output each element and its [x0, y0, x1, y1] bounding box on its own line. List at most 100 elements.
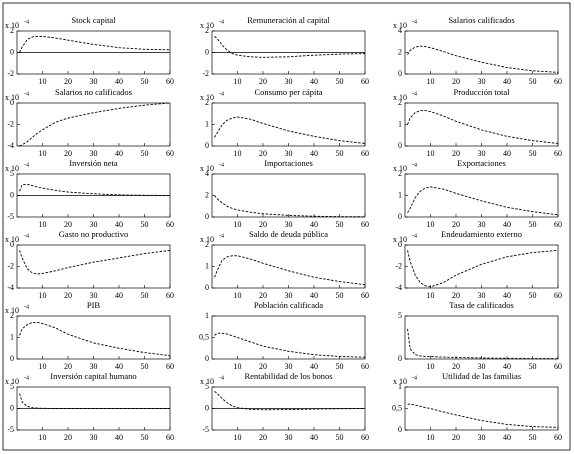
scale-label: x 10	[200, 93, 214, 102]
x-tick-label: 10	[427, 291, 435, 300]
x-tick-label: 60	[554, 433, 562, 442]
panel-title: Saldo de deuda pública	[249, 229, 328, 239]
x-tick-label: 10	[39, 291, 47, 300]
response-line	[19, 183, 171, 196]
y-tick-label: 5	[10, 169, 14, 178]
x-tick-label: 50	[141, 149, 149, 158]
y-tick-label: 0	[398, 354, 402, 363]
x-tick-label: 60	[166, 149, 174, 158]
x-tick-label: 40	[115, 77, 123, 86]
y-tick-label: 0	[10, 98, 14, 107]
x-tick-label: 20	[452, 77, 460, 86]
scale-exponent: -4	[24, 304, 29, 310]
y-tick-label: 1	[205, 119, 209, 128]
y-tick-label: 0	[398, 425, 402, 434]
y-tick-label: 1	[205, 261, 209, 270]
panel-title: Rentabilidad de los bonos	[244, 371, 332, 381]
plot-frame	[404, 30, 559, 75]
panel-title: Remuneración al capital	[247, 15, 330, 25]
scale-exponent: -4	[412, 162, 417, 168]
scale-exponent: -4	[24, 375, 29, 381]
scale-exponent: -4	[219, 375, 224, 381]
x-tick-label: 10	[234, 433, 242, 442]
scale-label: x 10	[200, 21, 214, 30]
scale-label: x 10	[5, 21, 19, 30]
y-tick-label: 2	[10, 311, 14, 320]
panel-title: Inversión neta	[69, 158, 118, 168]
x-tick-label: 40	[503, 77, 511, 86]
plot-frame	[16, 315, 171, 360]
plot-frame	[211, 102, 366, 147]
x-tick-label: 30	[478, 220, 486, 229]
x-tick-label: 50	[336, 77, 344, 86]
x-tick-label: 40	[115, 291, 123, 300]
plot-frame	[16, 244, 171, 289]
x-tick-label: 20	[259, 362, 267, 371]
x-tick-label: 10	[39, 220, 47, 229]
x-tick-label: 60	[361, 362, 369, 371]
x-tick-label: 20	[452, 291, 460, 300]
x-tick-label: 30	[478, 433, 486, 442]
x-tick-label: 10	[427, 77, 435, 86]
x-tick-label: 60	[361, 433, 369, 442]
y-tick-label: 5	[398, 311, 402, 320]
response-line	[214, 255, 366, 286]
y-tick-label: 1	[398, 190, 402, 199]
scale-exponent: -4	[219, 19, 224, 25]
x-tick-label: 10	[39, 362, 47, 371]
y-tick-label: -5	[202, 425, 209, 434]
y-tick-label: 0	[398, 212, 402, 221]
x-tick-label: 20	[64, 433, 72, 442]
x-tick-label: 40	[115, 433, 123, 442]
response-line	[407, 45, 559, 73]
response-line	[19, 102, 171, 147]
y-tick-label: 0	[10, 47, 14, 56]
y-tick-label: 4	[205, 169, 209, 178]
response-line	[407, 186, 559, 216]
x-tick-label: 30	[90, 149, 98, 158]
panel-title: Gasto no productivo	[59, 229, 128, 239]
x-tick-label: 20	[259, 149, 267, 158]
x-tick-label: 50	[141, 291, 149, 300]
scale-exponent: -4	[24, 19, 29, 25]
scale-exponent: -4	[412, 233, 417, 239]
x-tick-label: 20	[452, 433, 460, 442]
x-tick-label: 60	[361, 77, 369, 86]
x-tick-label: 40	[503, 291, 511, 300]
scale-label: x 10	[393, 377, 407, 386]
x-tick-label: 30	[285, 149, 293, 158]
x-tick-label: 60	[554, 220, 562, 229]
x-tick-label: 40	[310, 77, 318, 86]
x-tick-label: 20	[259, 77, 267, 86]
x-tick-label: 20	[452, 362, 460, 371]
y-tick-label: 0	[205, 283, 209, 292]
panel-title: Importaciones	[264, 158, 313, 168]
x-tick-label: 30	[285, 362, 293, 371]
x-tick-label: 40	[310, 291, 318, 300]
y-tick-label: -2	[202, 69, 209, 78]
x-tick-label: 10	[427, 362, 435, 371]
y-tick-label: 0	[205, 141, 209, 150]
scale-label: x 10	[200, 235, 214, 244]
y-tick-label: 0	[205, 354, 209, 363]
x-tick-label: 10	[234, 291, 242, 300]
scale-label: x 10	[200, 164, 214, 173]
response-line	[407, 403, 559, 428]
x-tick-label: 30	[478, 77, 486, 86]
x-tick-label: 30	[90, 362, 98, 371]
response-line	[214, 390, 366, 411]
panel-title: Tasa de calificados	[449, 300, 514, 310]
panel-title: Endeudamiento externo	[441, 229, 522, 239]
response-line	[214, 116, 366, 144]
x-tick-label: 60	[361, 220, 369, 229]
x-tick-label: 40	[503, 149, 511, 158]
x-tick-label: 50	[336, 433, 344, 442]
scale-exponent: -4	[219, 162, 224, 168]
x-tick-label: 60	[166, 433, 174, 442]
plot-frame	[404, 244, 559, 289]
y-tick-label: 0,5	[199, 332, 209, 341]
x-tick-label: 50	[141, 433, 149, 442]
panel-title: Utilidad de las familias	[442, 371, 521, 381]
x-tick-label: 60	[361, 291, 369, 300]
y-tick-label: -5	[7, 212, 14, 221]
